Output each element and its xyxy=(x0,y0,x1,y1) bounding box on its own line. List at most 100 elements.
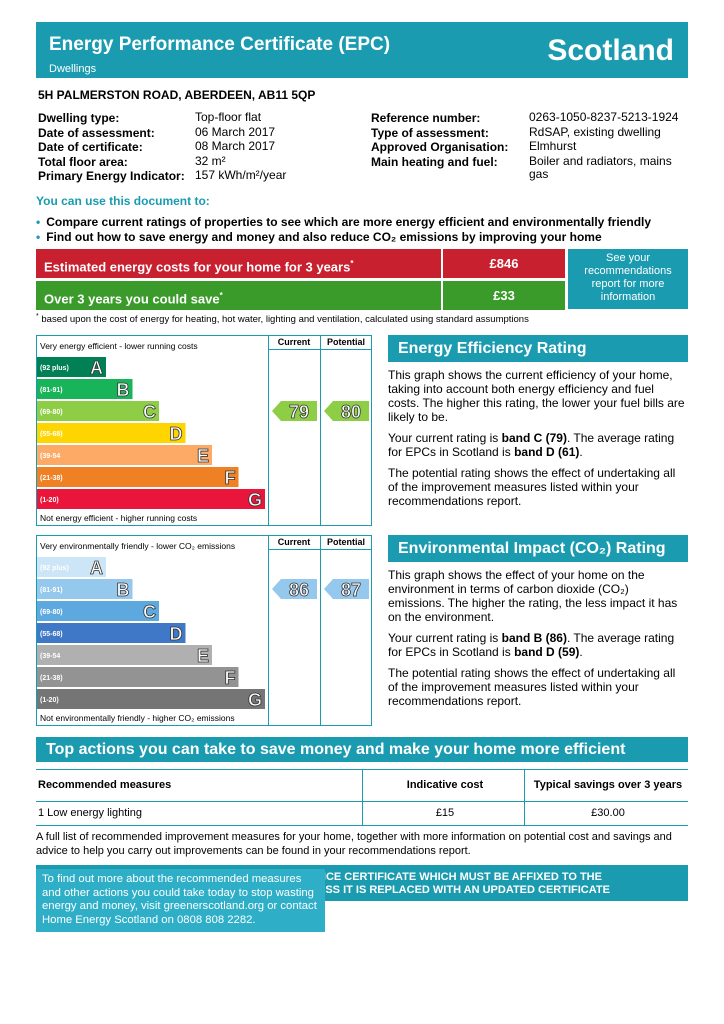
band-letter: A xyxy=(90,358,103,378)
band-bar xyxy=(37,601,159,621)
band-range: (1-20) xyxy=(40,497,59,504)
rating-arrow xyxy=(324,401,369,421)
band-bar xyxy=(37,357,106,377)
panel-sentence: The potential rating shows the effect of… xyxy=(388,666,676,708)
band-range: (81-91) xyxy=(40,587,63,594)
band-range: (39-54 xyxy=(40,453,60,460)
rating-chart: Current Potential Very environmentally fri… xyxy=(36,535,372,726)
band-bar xyxy=(37,579,133,599)
band-bar xyxy=(37,689,265,709)
band-letter: F xyxy=(225,668,236,688)
band-letter: B xyxy=(117,380,130,400)
usage-bullet: • Find out how to save energy and money a… xyxy=(36,230,602,244)
band-bar xyxy=(37,445,212,465)
panel-text: This graph shows the effect of your home… xyxy=(388,568,686,715)
country: Scotland xyxy=(547,34,674,67)
band-range: (55-68) xyxy=(40,431,63,438)
column-header: Potential xyxy=(327,537,365,547)
rating-chart: Current Potential Very energy efficient - … xyxy=(36,335,372,526)
rating-value: 86 xyxy=(289,580,309,600)
band-range: (21-38) xyxy=(40,475,63,482)
panel-paragraph: Your current rating is band B (86). The … xyxy=(388,631,686,659)
address: 5H PALMERSTON ROAD, ABERDEEN, AB11 5QP xyxy=(38,88,316,102)
detail-label: Approved Organisation: xyxy=(371,140,509,154)
rating-arrow xyxy=(272,401,317,421)
detail-label: Reference number: xyxy=(371,111,481,125)
detail-label: Main heating and fuel: xyxy=(371,154,498,169)
rating-arrow xyxy=(324,579,369,599)
band-letter: C xyxy=(143,402,156,422)
table-header: Indicative cost xyxy=(406,779,484,791)
detail-value: 08 March 2017 xyxy=(195,139,276,153)
chart-border xyxy=(36,535,372,726)
panel-emphasis: band D (61) xyxy=(514,445,580,459)
band-bar xyxy=(37,667,239,687)
table-cell: £15 xyxy=(435,807,455,819)
detail-label: Type of assessment: xyxy=(371,125,489,140)
panel-title: Energy Efficiency Rating xyxy=(388,335,688,362)
rating-value: 80 xyxy=(341,402,361,422)
detail-label: Date of certificate: xyxy=(38,140,143,154)
table-divider xyxy=(362,769,363,826)
cost-label: Over 3 years you could save* xyxy=(36,281,441,310)
band-range: (92 plus) xyxy=(40,365,69,372)
band-letter: F xyxy=(225,468,236,488)
band-range: (69-80) xyxy=(40,409,63,416)
bottom-note: Not energy efficient - higher running co… xyxy=(40,513,197,523)
usage-heading: You can use this document to: xyxy=(36,194,210,208)
detail-value: Boiler and radiators, mains gas xyxy=(529,153,672,181)
panel-paragraph: The potential rating shows the effect of… xyxy=(388,666,686,708)
table-cell: 1 Low energy lighting xyxy=(38,807,142,819)
recommendations-link[interactable]: See your recommendations report for more… xyxy=(568,249,688,309)
band-bar xyxy=(37,401,159,421)
band-range: (92 plus) xyxy=(40,565,69,572)
detail-value: RdSAP, existing dwelling xyxy=(529,124,661,139)
panel-emphasis: band D (59) xyxy=(514,645,580,659)
band-bar xyxy=(37,423,186,443)
band-letter: C xyxy=(143,602,156,622)
band-bar xyxy=(37,557,106,577)
band-letter: G xyxy=(248,490,262,510)
panel-sentence: . The average rating for EPCs in Scotlan… xyxy=(388,431,675,459)
panel-emphasis: band C (79) xyxy=(501,431,567,445)
table-divider xyxy=(524,769,525,826)
cost-marker: * xyxy=(350,259,354,268)
band-letter: E xyxy=(197,446,209,466)
cost-value: £846 xyxy=(443,249,565,278)
detail-label: Total floor area: xyxy=(38,154,128,169)
band-range: (21-38) xyxy=(40,675,63,682)
actions-note: A full list of recommended improvement m… xyxy=(36,831,672,857)
panel-sentence: This graph shows the effect of your home… xyxy=(388,568,678,624)
band-letter: E xyxy=(197,646,209,666)
title: Energy Performance Certificate (EPC) xyxy=(49,34,391,55)
band-letter: D xyxy=(170,624,183,644)
top-note: Very environmentally friendly - lower CO… xyxy=(40,541,235,551)
band-range: (39-54 xyxy=(40,653,60,660)
bullet-text: Compare current ratings of properties to… xyxy=(46,215,652,229)
panel-sentence: . xyxy=(579,445,583,459)
detail-value: 0263-1050-8237-5213-1924 xyxy=(529,110,679,124)
top-note: Very energy efficient - lower running co… xyxy=(40,341,198,351)
panel-sentence: Your current rating is xyxy=(388,631,502,645)
cost-marker: * xyxy=(219,291,223,300)
detail-value: Top-floor flat xyxy=(195,110,262,124)
column-header: Current xyxy=(278,337,311,347)
rating-value: 87 xyxy=(341,580,361,600)
info-overlay: To find out more about the recommended m… xyxy=(36,869,325,932)
footnote-marker: * xyxy=(36,313,39,320)
detail-value: Elmhurst xyxy=(529,139,577,153)
band-letter: D xyxy=(170,424,183,444)
band-bar xyxy=(37,489,265,509)
subtitle: Dwellings xyxy=(49,63,97,75)
bullet-dot: • xyxy=(36,215,41,229)
band-range: (81-91) xyxy=(40,387,63,394)
footnote-text: based upon the cost of energy for heatin… xyxy=(41,314,529,326)
band-range: (1-20) xyxy=(40,697,59,704)
bullet-text: Find out how to save energy and money an… xyxy=(46,229,602,244)
panel-sentence: This graph shows the current efficiency … xyxy=(388,368,685,424)
detail-value: 157 kWh/m²/year xyxy=(195,168,287,182)
detail-value: 06 March 2017 xyxy=(195,124,276,139)
band-letter: A xyxy=(90,558,103,578)
